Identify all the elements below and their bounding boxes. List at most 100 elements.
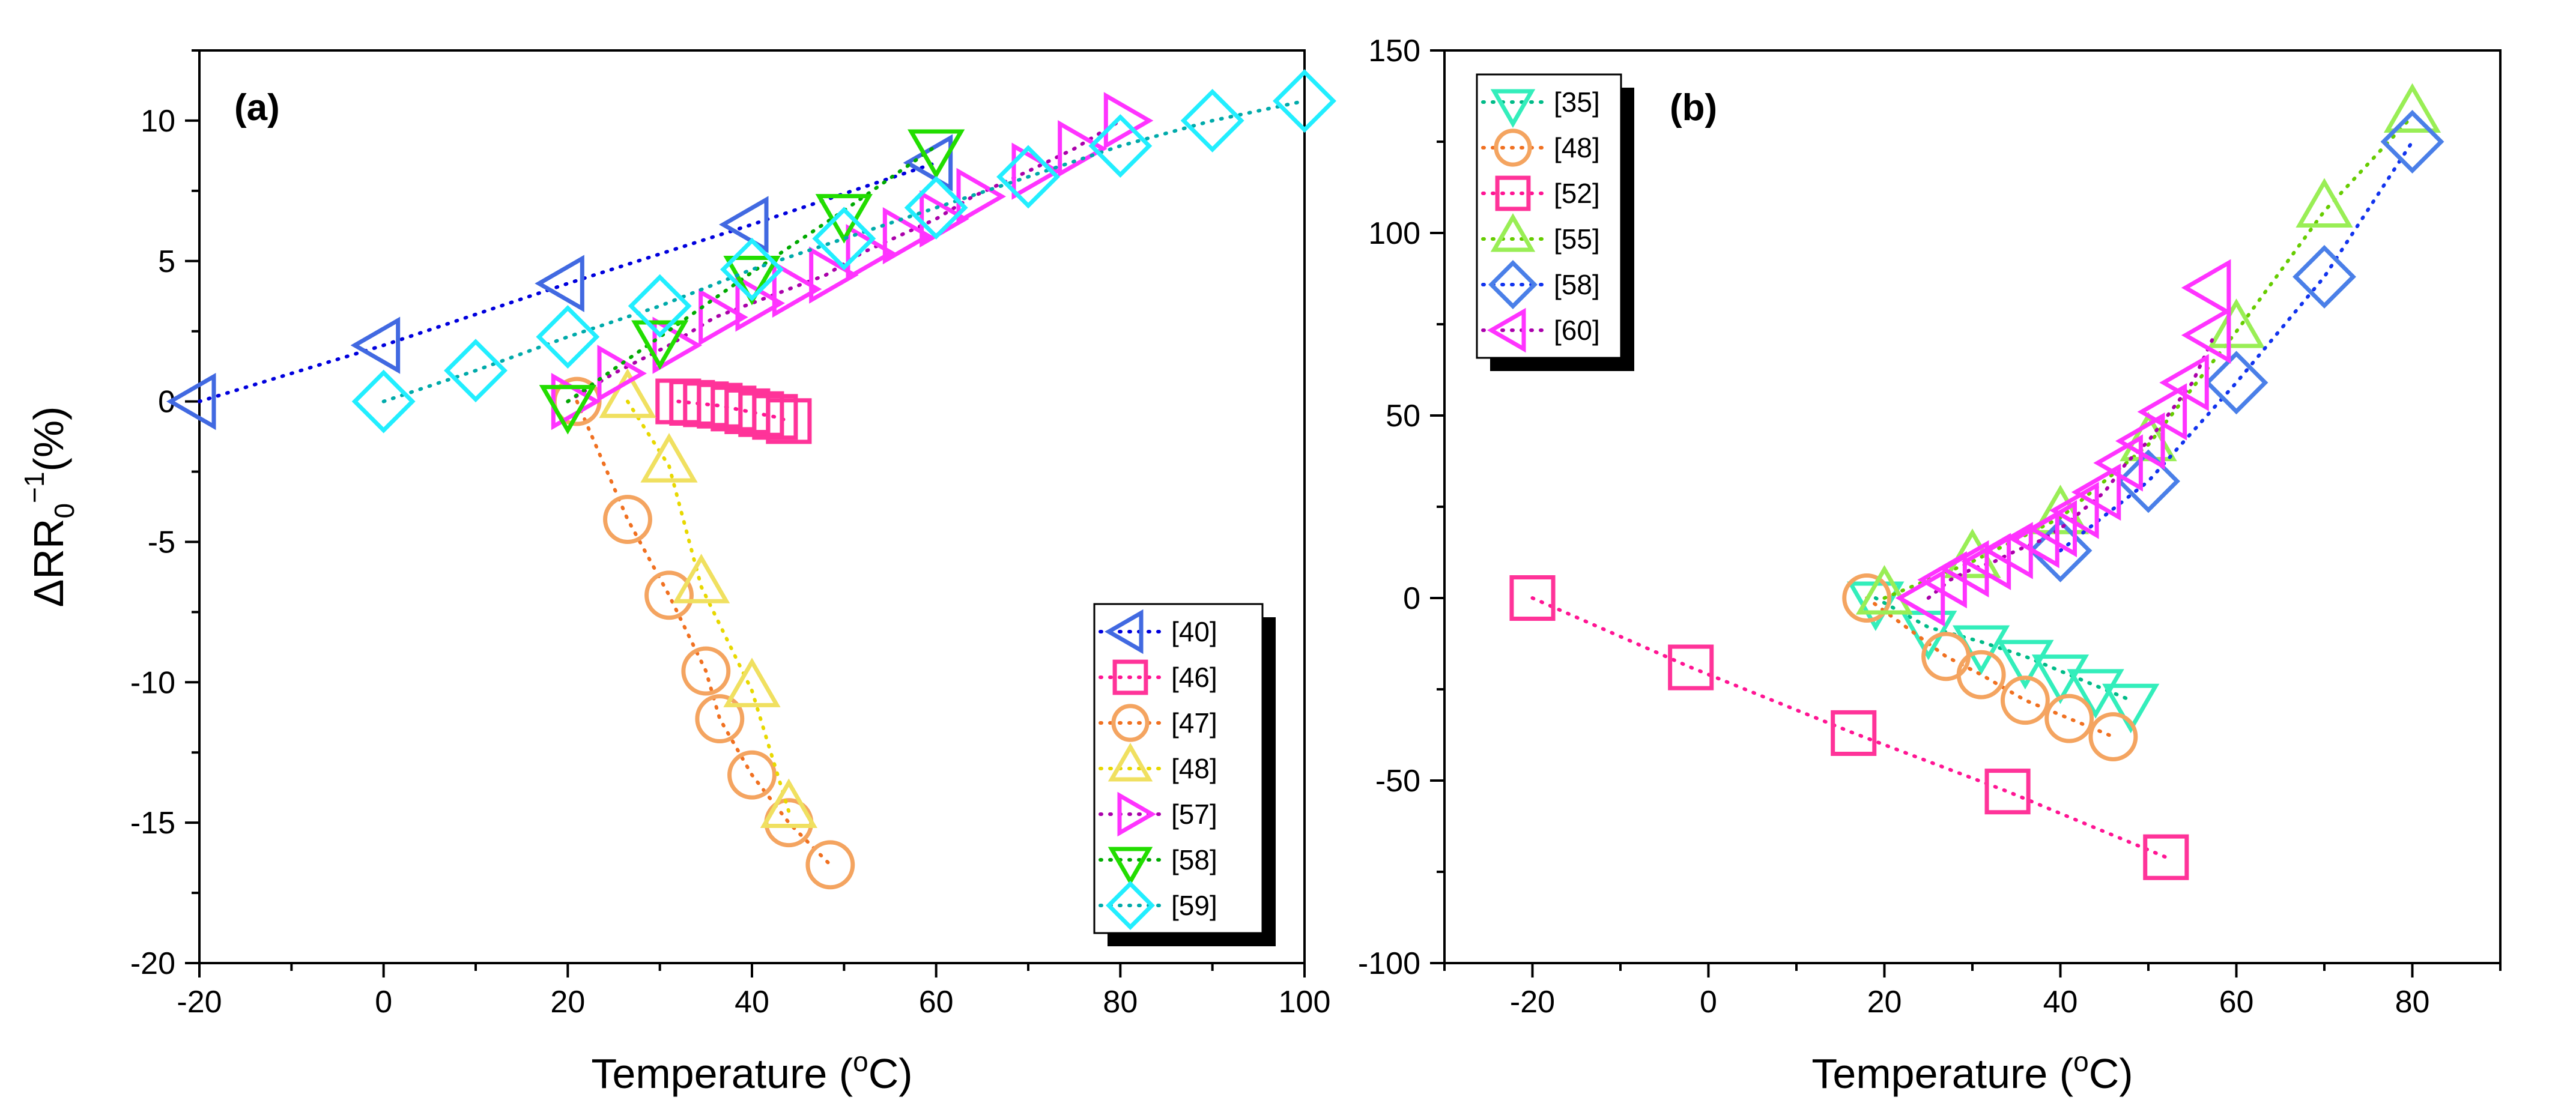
y-tick-label: 100 — [1368, 216, 1420, 251]
series-line — [1882, 114, 2414, 600]
data-point — [597, 345, 647, 402]
data-point — [1011, 142, 1062, 200]
data-point — [2027, 500, 2077, 558]
data-point — [2159, 354, 2209, 411]
data-point — [2137, 383, 2187, 441]
data-point — [1180, 88, 1244, 153]
data-point — [2115, 412, 2165, 470]
data-point — [644, 570, 694, 620]
y-tick-label: 150 — [1368, 34, 1420, 68]
data-point — [1956, 650, 2006, 700]
data-point — [2181, 306, 2231, 364]
legend-label: [40] — [1171, 616, 1217, 647]
data-point — [603, 495, 652, 544]
y-tick-label: 0 — [1403, 581, 1420, 616]
legend-label: [48] — [1554, 132, 1600, 163]
data-point — [536, 305, 600, 369]
data-point — [723, 255, 781, 306]
series-1 — [655, 378, 812, 444]
data-point — [908, 129, 965, 180]
data-point — [631, 320, 689, 370]
x-tick-label: 80 — [1103, 985, 1138, 1020]
data-point — [1984, 769, 2031, 815]
x-tick-label: 60 — [919, 985, 954, 1020]
data-point — [599, 368, 656, 418]
data-point — [738, 391, 784, 437]
data-point — [673, 554, 730, 603]
series-2 — [1509, 575, 2189, 880]
data-point — [535, 255, 584, 312]
data-point — [772, 260, 822, 318]
data-point — [815, 194, 873, 244]
legend-label: [48] — [1171, 753, 1217, 784]
series-line — [1865, 596, 2115, 739]
series-5 — [1895, 306, 2231, 627]
legend-label: [58] — [1554, 269, 1600, 300]
panel-label: (a) — [234, 87, 280, 128]
series-line — [575, 399, 832, 867]
data-point — [2067, 669, 2124, 719]
data-point — [812, 207, 876, 271]
legend-marker — [1111, 704, 1150, 742]
data-point — [2204, 351, 2268, 415]
y-tick-label: 5 — [158, 244, 175, 279]
series-line — [381, 99, 1306, 403]
legend-marker — [1487, 307, 1526, 353]
legend-marker — [1108, 743, 1153, 782]
series-5 — [539, 129, 965, 435]
series-6 — [351, 69, 1336, 434]
y-tick-label: 50 — [1386, 399, 1420, 434]
legend-marker — [1488, 260, 1538, 309]
data-point — [727, 750, 777, 800]
data-point — [2293, 245, 2356, 309]
legend-marker — [1105, 609, 1144, 654]
data-point — [2093, 434, 2143, 492]
data-point — [1831, 710, 1877, 757]
legend-label: [35] — [1554, 86, 1600, 118]
data-point — [760, 778, 817, 828]
x-tick-label: 20 — [1867, 985, 1902, 1020]
series-0 — [166, 134, 953, 431]
data-point — [752, 394, 798, 440]
data-point — [1273, 69, 1336, 133]
data-point — [2296, 178, 2353, 228]
series-3 — [599, 368, 817, 828]
data-point — [699, 288, 748, 346]
legend: [35] [48] [52] [55] [58] [60] — [1476, 73, 1634, 371]
data-point — [1668, 644, 1714, 690]
data-point — [723, 657, 781, 707]
legend-marker — [1494, 128, 1532, 167]
data-point — [1103, 92, 1154, 150]
data-point — [2044, 693, 2094, 743]
legend-label: [59] — [1171, 890, 1217, 921]
data-point — [166, 372, 216, 431]
legend-label: [52] — [1554, 178, 1600, 209]
data-point — [2207, 298, 2265, 348]
series-line — [626, 399, 791, 814]
data-point — [539, 385, 596, 435]
y-tick-label: -10 — [130, 665, 175, 700]
series-3 — [1855, 83, 2441, 615]
legend-marker — [1112, 659, 1148, 695]
legend-marker — [1495, 175, 1531, 211]
x-tick-label: 20 — [550, 985, 585, 1020]
data-point — [1842, 573, 1892, 623]
data-point — [1058, 120, 1108, 178]
x-tick-label: -20 — [1510, 985, 1555, 1020]
legend-label: [60] — [1554, 315, 1600, 346]
series-line — [566, 118, 1123, 403]
data-point — [2102, 683, 2160, 734]
legend-marker — [1490, 213, 1536, 252]
legend-box — [1476, 73, 1622, 359]
data-point — [2071, 464, 2121, 521]
data-point — [1939, 540, 1989, 597]
x-axis-title: Temperature (oC) — [591, 1046, 912, 1097]
data-point — [640, 433, 698, 483]
x-tick-label: 0 — [1700, 985, 1717, 1020]
data-point — [1088, 114, 1153, 178]
series-1 — [1842, 573, 2138, 761]
x-axis-title: Temperature (oC) — [1811, 1046, 2133, 1097]
x-tick-label: 0 — [375, 985, 392, 1020]
legend-marker — [1106, 881, 1155, 930]
